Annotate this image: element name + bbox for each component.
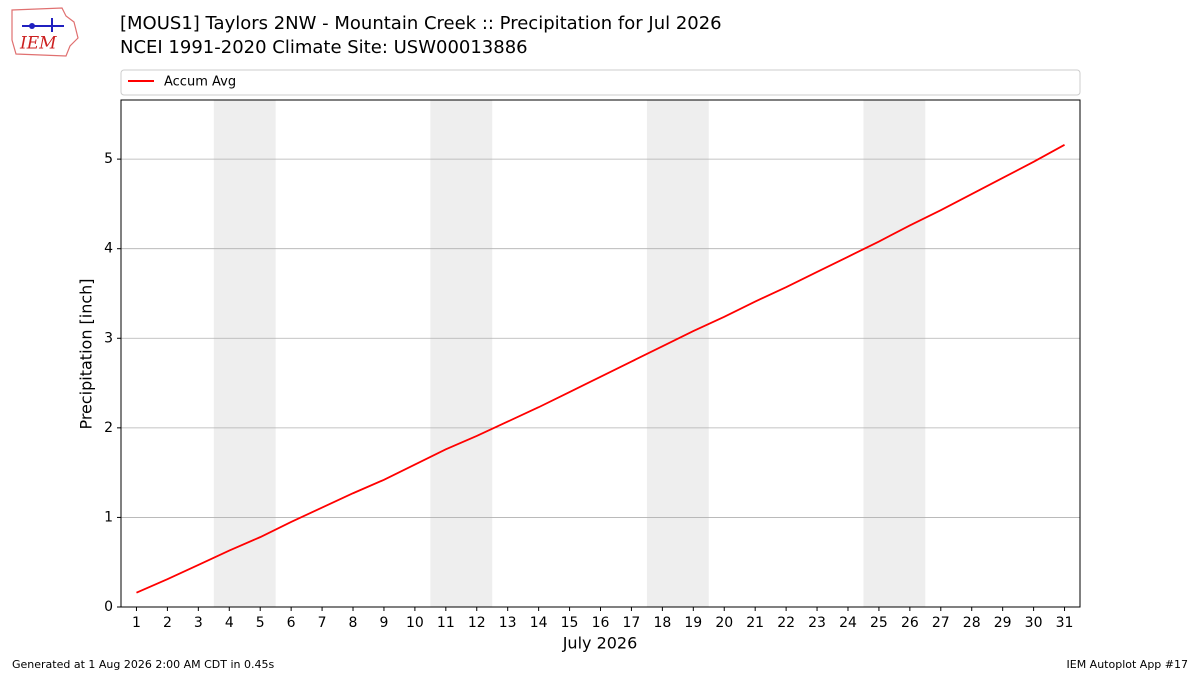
x-tick-label: 28	[963, 615, 981, 631]
legend-box	[120, 69, 1081, 96]
logo-text: IEM	[19, 34, 57, 54]
x-tick-label: 9	[379, 615, 388, 631]
x-tick-label: 21	[746, 615, 764, 631]
x-axis-label: July 2026	[562, 634, 638, 653]
x-tick-label: 12	[468, 615, 486, 631]
x-tick-label: 24	[839, 615, 857, 631]
weekend-shade	[213, 100, 276, 607]
x-tick-label: 11	[437, 615, 455, 631]
x-tick-label: 10	[406, 615, 424, 631]
x-tick-label: 1	[132, 615, 141, 631]
footer-left: Generated at 1 Aug 2026 2:00 AM CDT in 0…	[12, 658, 274, 671]
y-tick-label: 3	[104, 330, 113, 346]
x-tick-label: 15	[561, 615, 579, 631]
x-tick-label: 8	[349, 615, 358, 631]
y-tick-label: 0	[104, 599, 113, 615]
x-tick-label: 4	[225, 615, 234, 631]
x-tick-label: 18	[653, 615, 671, 631]
x-tick-label: 31	[1056, 615, 1074, 631]
legend-label: Accum Avg	[164, 75, 236, 90]
chart-title: [MOUS1] Taylors 2NW - Mountain Creek :: …	[120, 13, 722, 34]
x-tick-label: 17	[623, 615, 641, 631]
x-tick-label: 20	[715, 615, 733, 631]
y-tick-label: 2	[104, 420, 113, 436]
x-tick-label: 23	[808, 615, 826, 631]
x-tick-label: 5	[256, 615, 265, 631]
x-tick-label: 6	[287, 615, 296, 631]
plot-frame	[120, 99, 1081, 608]
weekend-shade	[863, 100, 926, 607]
x-tick-label: 25	[870, 615, 888, 631]
chart-subtitle: NCEI 1991-2020 Climate Site: USW00013886	[120, 37, 528, 58]
x-tick-label: 26	[901, 615, 919, 631]
x-tick-label: 13	[499, 615, 517, 631]
x-tick-label: 19	[684, 615, 702, 631]
x-tick-label: 22	[777, 615, 795, 631]
x-tick-label: 2	[163, 615, 172, 631]
x-tick-label: 16	[592, 615, 610, 631]
x-tick-label: 14	[530, 615, 548, 631]
x-tick-label: 30	[1025, 615, 1043, 631]
x-tick-label: 7	[318, 615, 327, 631]
y-axis-label: Precipitation [inch]	[77, 278, 96, 429]
y-tick-label: 5	[104, 151, 113, 167]
logo: IEM	[11, 7, 79, 57]
x-tick-label: 27	[932, 615, 950, 631]
x-tick-label: 3	[194, 615, 203, 631]
x-tick-label: 29	[994, 615, 1012, 631]
weekend-shade	[646, 100, 709, 607]
weekend-shade	[430, 100, 493, 607]
y-tick-label: 4	[104, 241, 113, 257]
footer-right: IEM Autoplot App #17	[1067, 658, 1189, 671]
y-tick-label: 1	[104, 509, 113, 525]
series-line	[136, 143, 1065, 594]
